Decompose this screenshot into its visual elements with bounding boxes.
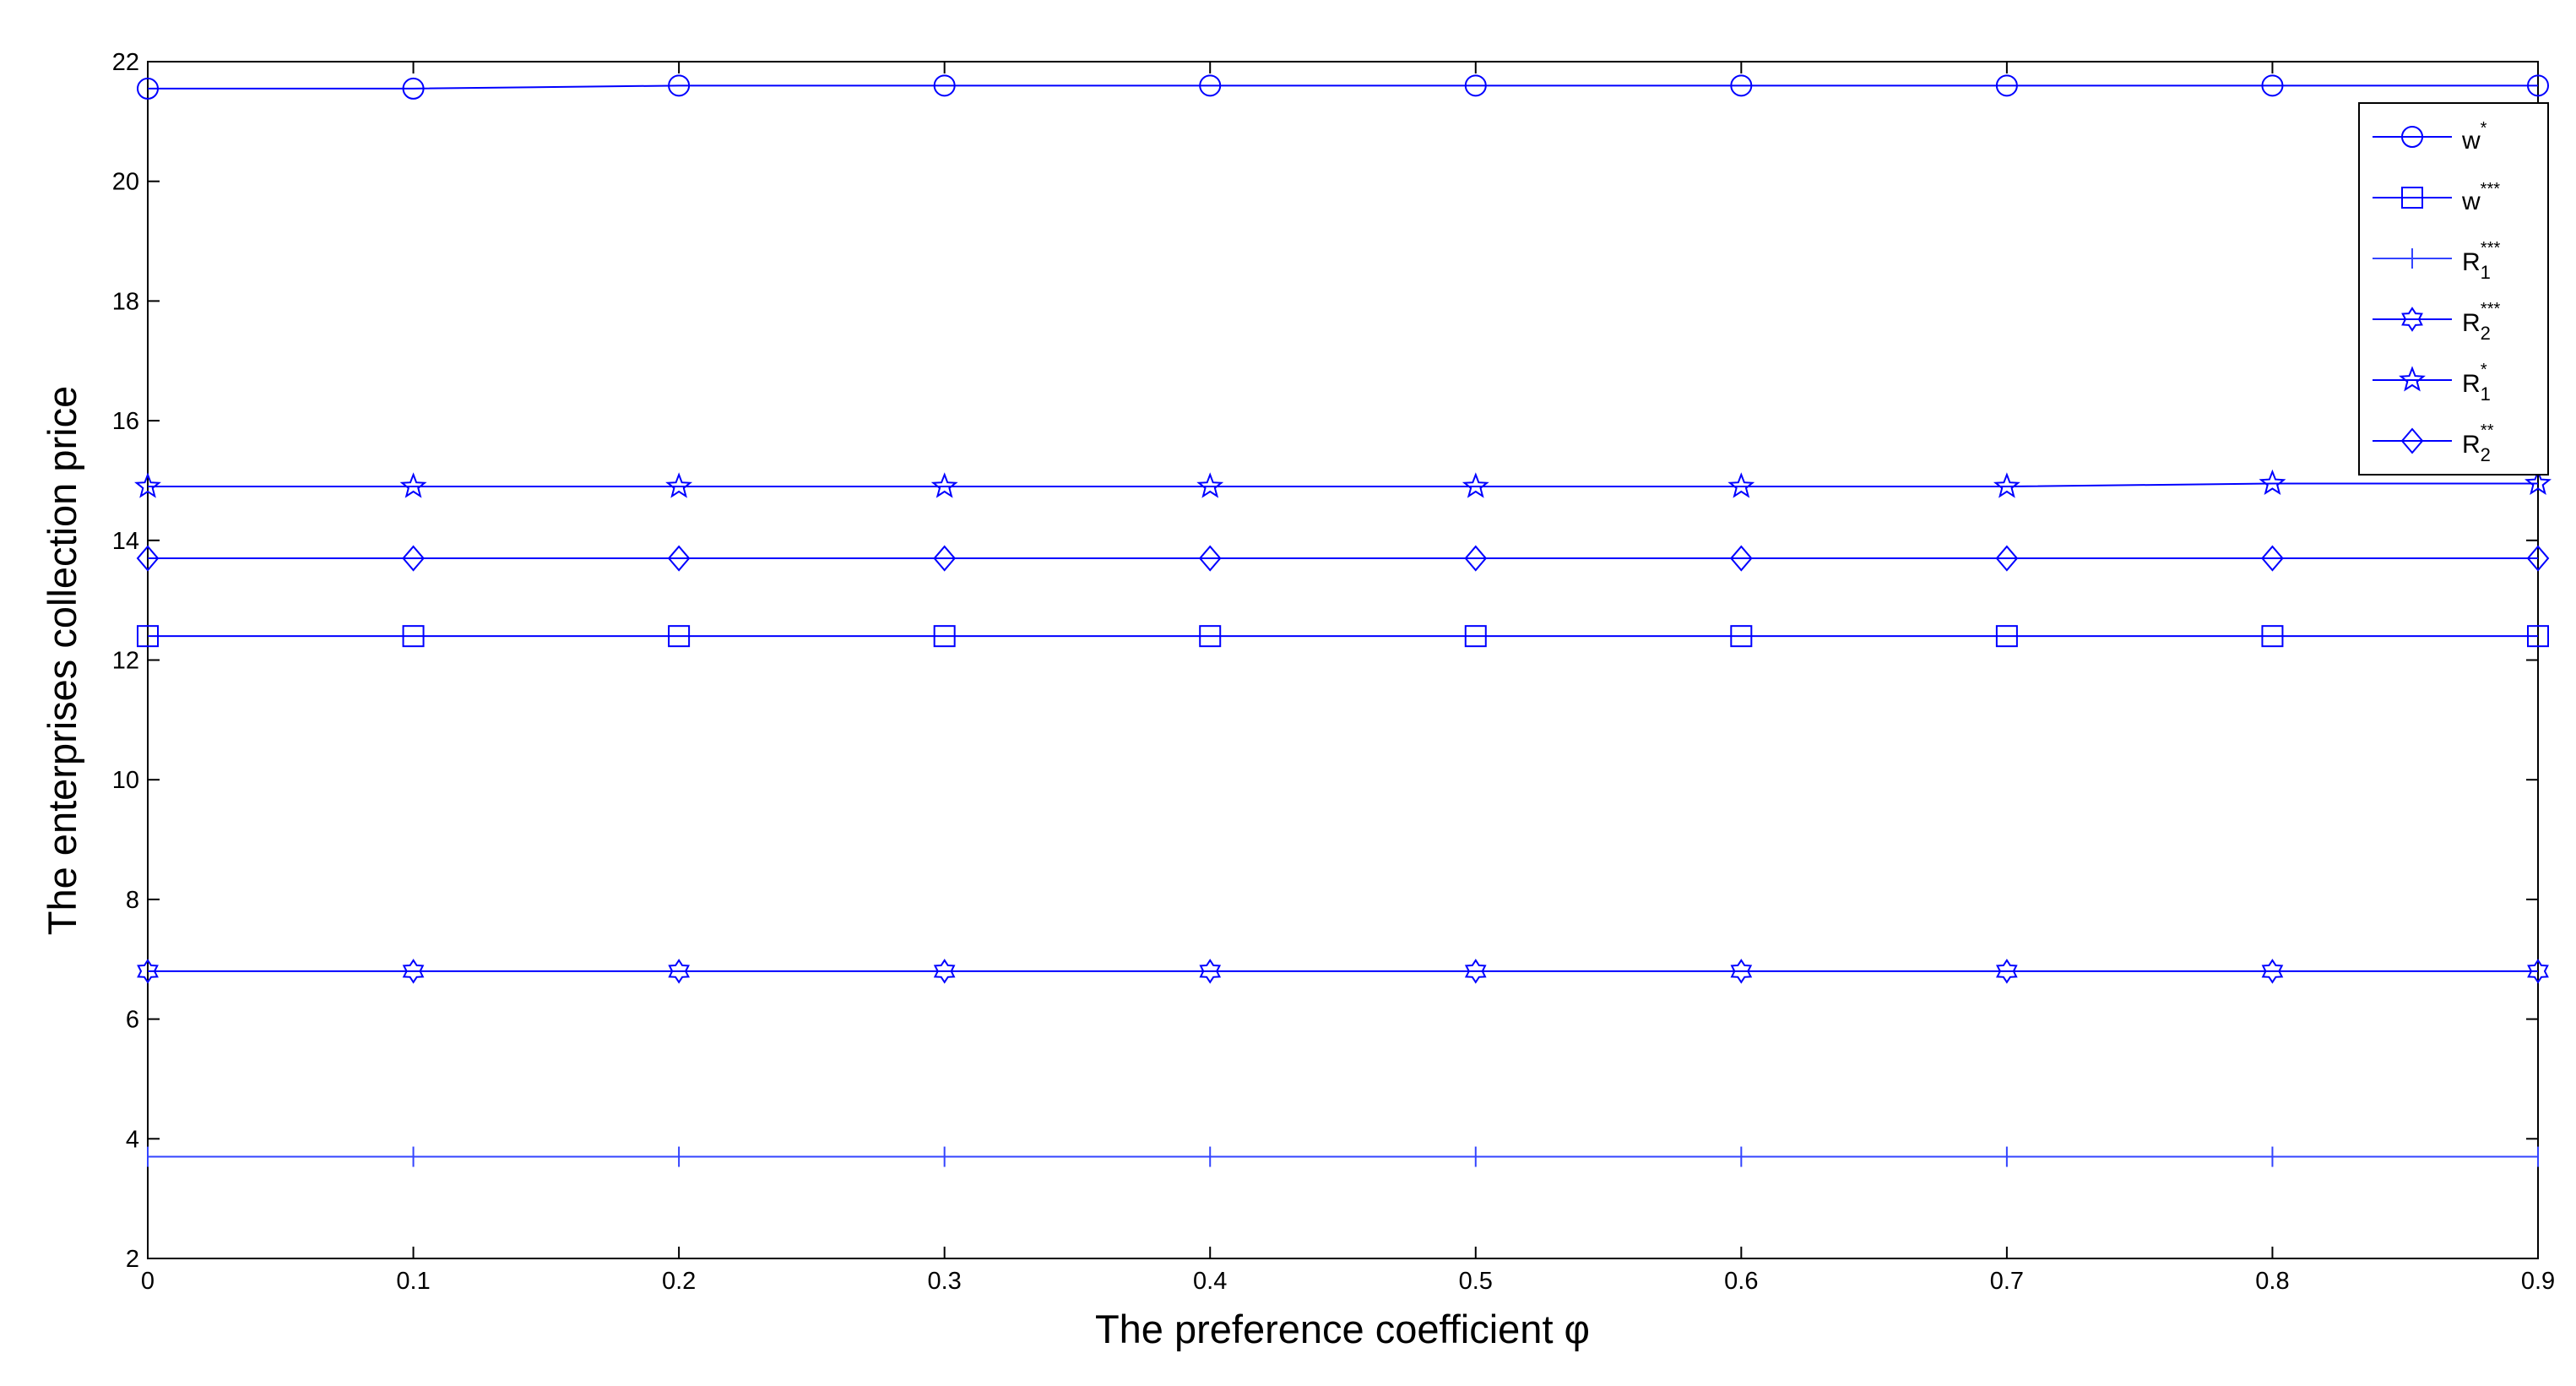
marker xyxy=(1995,545,2019,572)
y-tick-label: 6 xyxy=(126,1007,139,1034)
marker xyxy=(2527,74,2549,97)
marker xyxy=(137,625,159,648)
y-tick-label: 14 xyxy=(112,528,139,555)
marker xyxy=(2524,469,2552,496)
marker xyxy=(399,472,427,498)
y-tick-label: 22 xyxy=(112,49,139,76)
marker xyxy=(2527,625,2549,648)
marker xyxy=(1464,545,1488,572)
marker xyxy=(1995,74,2018,97)
marker xyxy=(665,472,693,498)
legend-label: R1* xyxy=(2462,361,2491,405)
marker xyxy=(136,545,160,572)
marker xyxy=(1464,959,1487,984)
marker xyxy=(933,74,956,97)
marker xyxy=(933,959,956,984)
marker xyxy=(1730,625,1753,648)
marker xyxy=(2259,469,2286,496)
x-tick-label: 0.2 xyxy=(662,1268,696,1295)
marker xyxy=(1462,472,1489,498)
marker xyxy=(930,472,958,498)
y-tick-label: 10 xyxy=(112,767,139,794)
series-line xyxy=(148,482,2538,488)
marker xyxy=(2400,427,2424,454)
marker xyxy=(1995,625,2018,648)
y-axis-label: The enterprises collection price xyxy=(40,386,84,935)
x-tick-label: 0.7 xyxy=(1990,1268,2024,1295)
marker xyxy=(2261,74,2284,97)
marker xyxy=(1464,74,1487,97)
marker xyxy=(2261,545,2284,572)
y-tick-label: 16 xyxy=(112,408,139,435)
marker xyxy=(402,77,425,100)
legend-label: w* xyxy=(2461,119,2487,155)
marker xyxy=(1199,959,1222,984)
marker xyxy=(402,545,425,572)
marker xyxy=(1730,545,1753,572)
y-tick-label: 12 xyxy=(112,648,139,675)
marker xyxy=(2261,959,2284,984)
legend-label: R1*** xyxy=(2462,239,2500,283)
x-tick-label: 0.5 xyxy=(1459,1268,1493,1295)
marker xyxy=(137,77,159,100)
marker xyxy=(1196,472,1224,498)
marker xyxy=(668,74,691,97)
marker xyxy=(2401,126,2423,148)
marker xyxy=(1730,74,1753,97)
x-tick-label: 0.6 xyxy=(1724,1268,1758,1295)
marker xyxy=(1199,625,1222,648)
marker xyxy=(1993,472,2020,498)
x-tick-label: 0.1 xyxy=(396,1268,430,1295)
x-tick-label: 0.3 xyxy=(928,1268,962,1295)
marker xyxy=(933,625,956,648)
y-tick-label: 20 xyxy=(112,169,139,196)
marker xyxy=(1198,545,1222,572)
marker xyxy=(2401,307,2423,332)
marker xyxy=(2399,366,2426,392)
marker xyxy=(2526,545,2550,572)
marker xyxy=(134,472,161,498)
x-tick-label: 0 xyxy=(141,1268,155,1295)
legend-label: R2** xyxy=(2462,421,2494,465)
marker xyxy=(2527,959,2549,984)
marker xyxy=(2261,625,2284,648)
y-tick-label: 2 xyxy=(126,1246,139,1273)
marker xyxy=(402,959,425,984)
marker xyxy=(1199,74,1222,97)
y-tick-label: 4 xyxy=(126,1126,139,1153)
marker xyxy=(1996,959,2018,984)
legend-label: w*** xyxy=(2461,180,2500,215)
x-tick-label: 0.9 xyxy=(2521,1268,2555,1295)
legend-label: R2*** xyxy=(2462,300,2500,344)
marker xyxy=(667,545,691,572)
x-tick-label: 0.4 xyxy=(1193,1268,1227,1295)
series-line xyxy=(148,84,2538,90)
marker xyxy=(1727,472,1755,498)
marker xyxy=(402,625,425,648)
marker xyxy=(1730,959,1753,984)
x-tick-label: 0.8 xyxy=(2255,1268,2289,1295)
marker xyxy=(1464,625,1487,648)
marker xyxy=(668,959,690,984)
y-tick-label: 18 xyxy=(112,288,139,315)
marker xyxy=(668,625,691,648)
marker xyxy=(933,545,956,572)
x-axis-label: The preference coefficient φ xyxy=(1095,1307,1590,1351)
marker xyxy=(137,959,159,984)
legend-box xyxy=(2358,102,2549,476)
y-tick-label: 8 xyxy=(126,887,139,914)
marker xyxy=(2401,187,2423,209)
